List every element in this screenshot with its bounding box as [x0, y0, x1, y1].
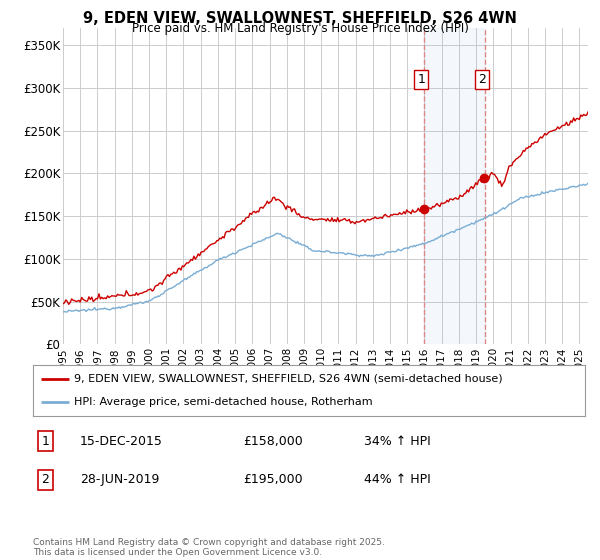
Text: £158,000: £158,000 [243, 435, 302, 448]
Bar [424, 28, 485, 344]
Text: 28-JUN-2019: 28-JUN-2019 [80, 473, 159, 487]
Text: 2: 2 [41, 473, 49, 487]
Text: £195,000: £195,000 [243, 473, 302, 487]
Text: HPI: Average price, semi-detached house, Rotherham: HPI: Average price, semi-detached house,… [74, 397, 373, 407]
Text: 1: 1 [41, 435, 49, 448]
Text: 9, EDEN VIEW, SWALLOWNEST, SHEFFIELD, S26 4WN (semi-detached house): 9, EDEN VIEW, SWALLOWNEST, SHEFFIELD, S2… [74, 374, 503, 384]
Text: 9, EDEN VIEW, SWALLOWNEST, SHEFFIELD, S26 4WN: 9, EDEN VIEW, SWALLOWNEST, SHEFFIELD, S2… [83, 11, 517, 26]
Text: 44% ↑ HPI: 44% ↑ HPI [364, 473, 431, 487]
Text: 2: 2 [478, 73, 486, 86]
Text: Price paid vs. HM Land Registry's House Price Index (HPI): Price paid vs. HM Land Registry's House … [131, 22, 469, 35]
Text: 15-DEC-2015: 15-DEC-2015 [80, 435, 163, 448]
Text: 1: 1 [417, 73, 425, 86]
Text: Contains HM Land Registry data © Crown copyright and database right 2025.
This d: Contains HM Land Registry data © Crown c… [33, 538, 385, 557]
Text: 34% ↑ HPI: 34% ↑ HPI [364, 435, 431, 448]
